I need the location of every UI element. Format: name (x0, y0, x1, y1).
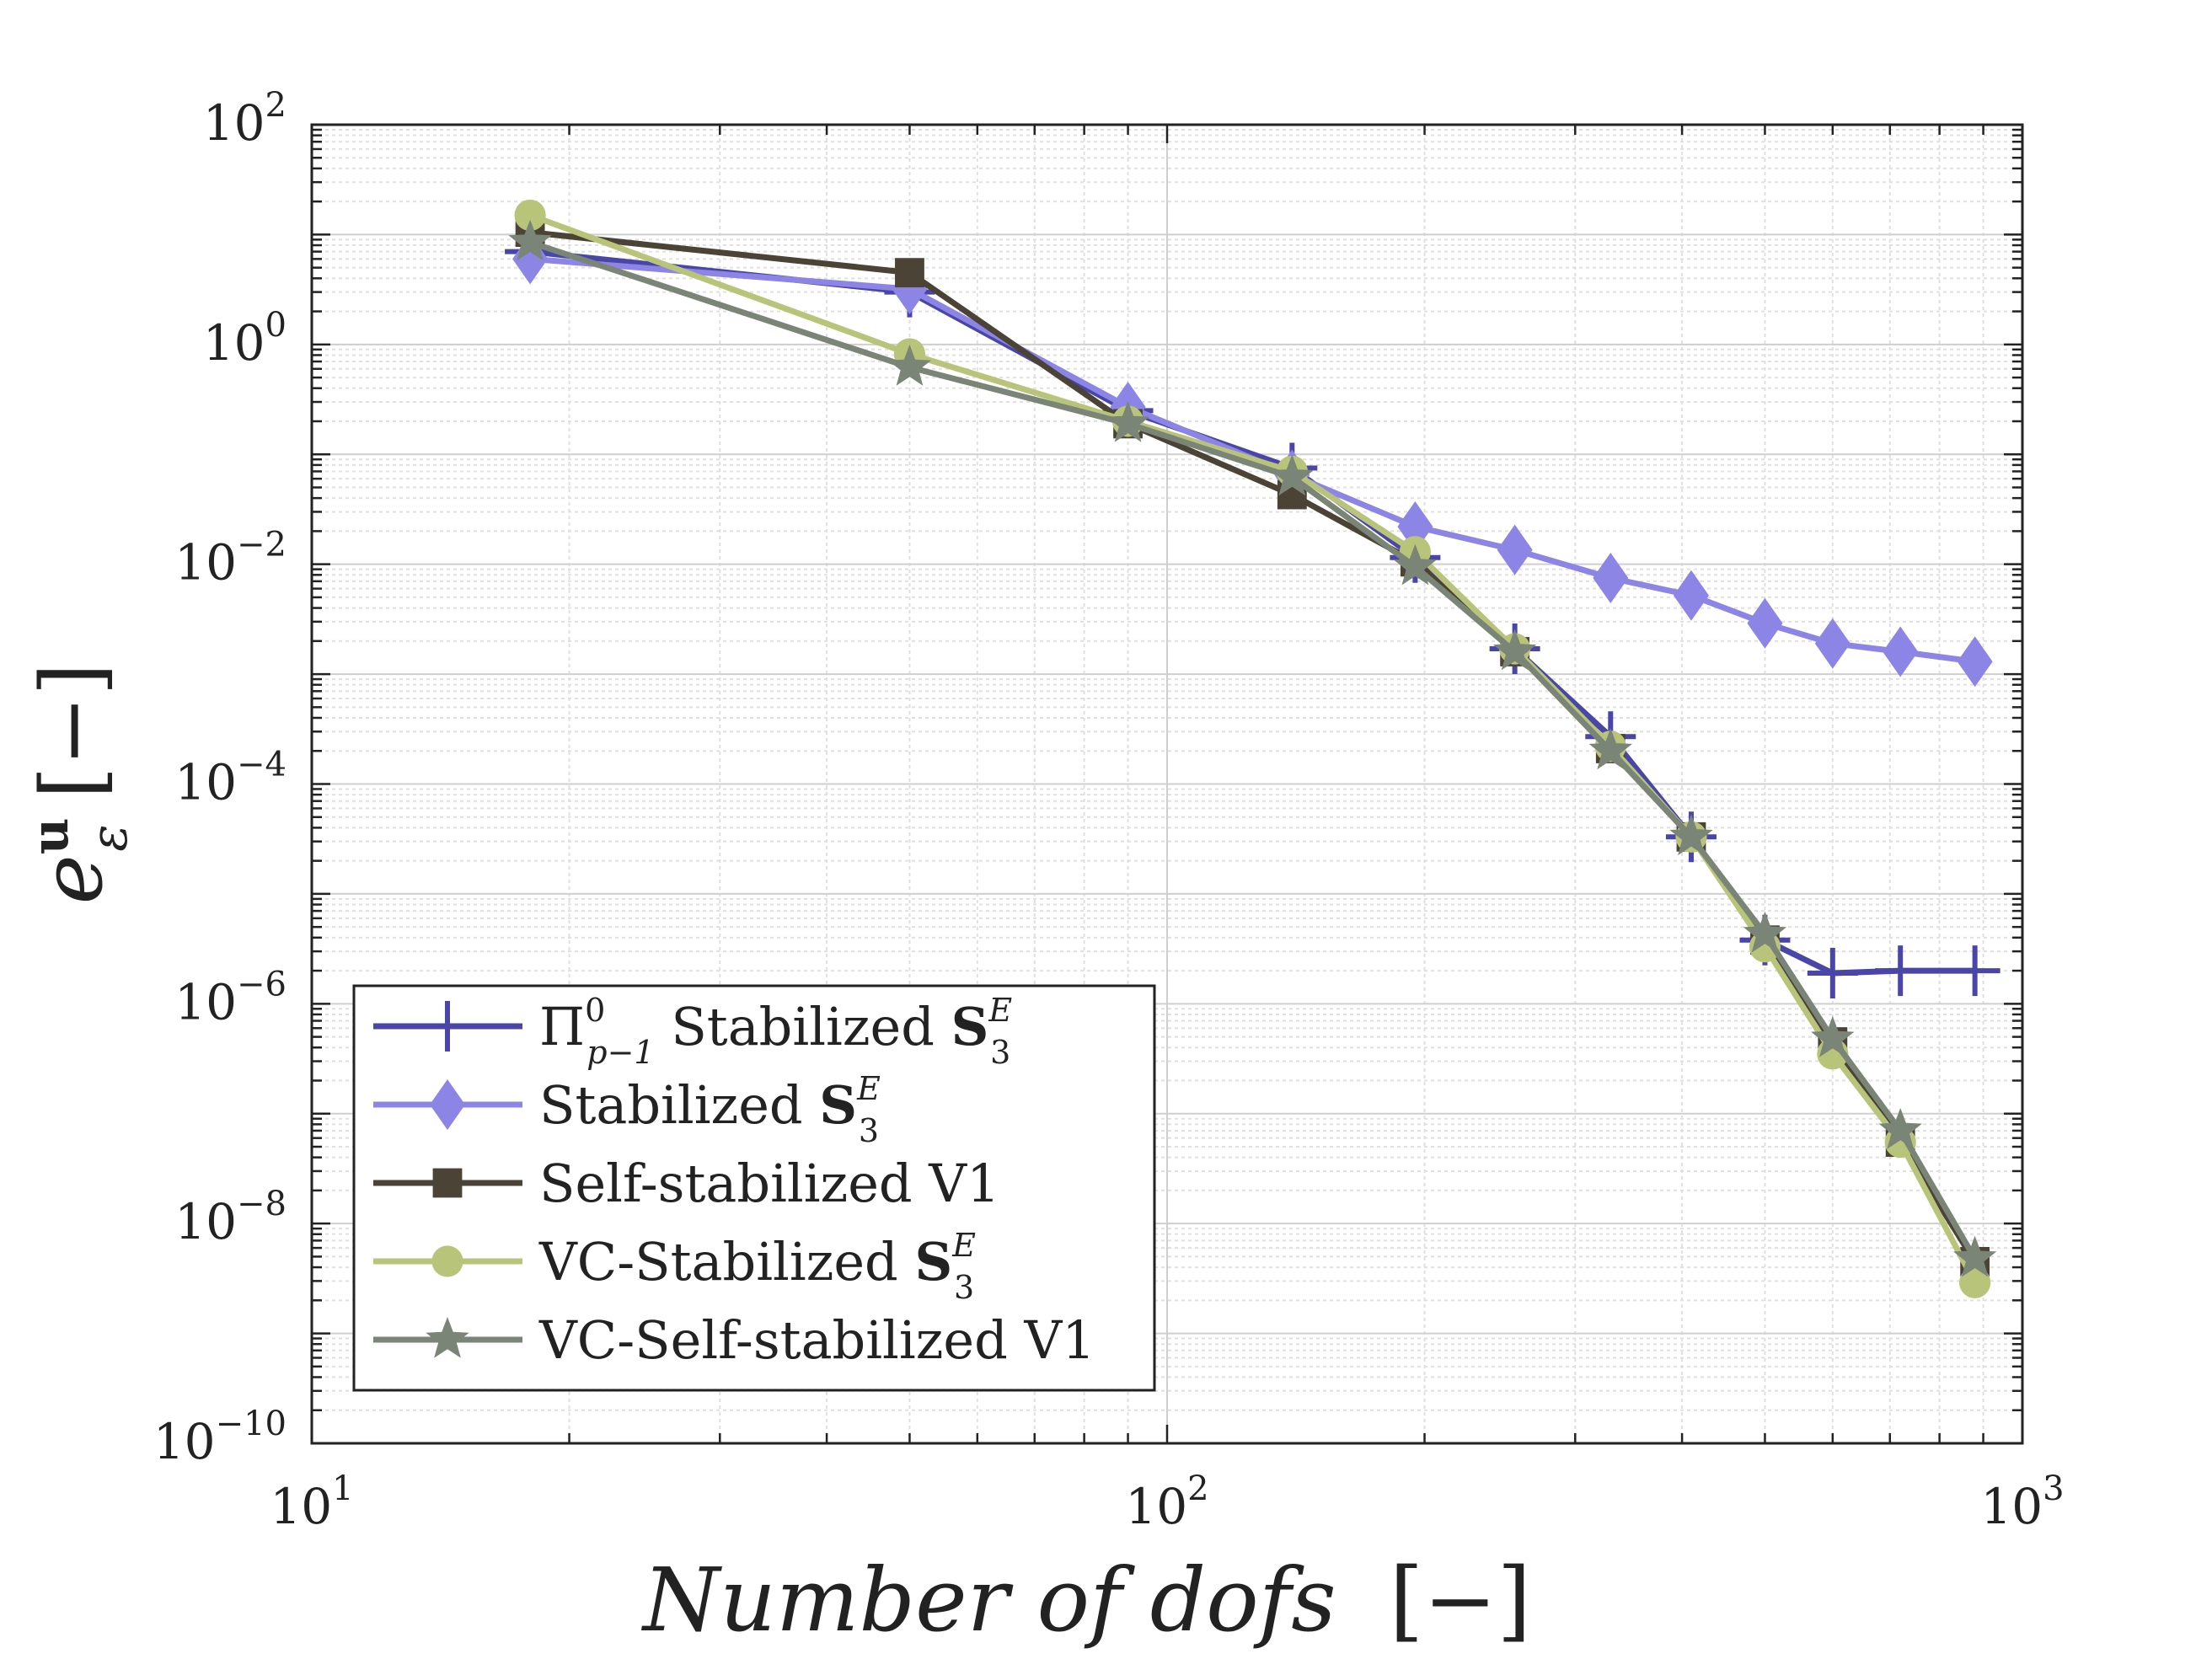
legend-item: Π0 p−1 Stabilized SE 3 (373, 992, 1012, 1071)
x-axis-title-unit: [−] (1390, 1549, 1531, 1651)
tick-labels: 101 102 103 102 100 10−2 10−4 10−6 10−8 10−10 (153, 86, 2065, 1535)
data-point-plus (1875, 945, 1926, 997)
data-point-star (1270, 454, 1314, 496)
data-point-star (426, 1317, 469, 1358)
data-point-star (1669, 814, 1713, 856)
legend-item: Self-stabilized V1 (373, 1153, 1000, 1214)
legend-label: VC-Self-stabilized V1 (538, 1309, 1095, 1371)
data-point-square (895, 258, 924, 288)
legend-label: Π0 p−1 Stabilized SE 3 (539, 992, 1012, 1071)
legend-label: Stabilized SE 3 (539, 1070, 881, 1149)
data-point-diamond (1593, 552, 1629, 603)
legend-item: Stabilized SE 3 (373, 1070, 881, 1149)
data-point-star (1811, 1015, 1855, 1057)
legend-item: VC-Self-stabilized V1 (373, 1309, 1095, 1371)
data-point-square (432, 1168, 463, 1198)
y-axis-subscript: ε (80, 824, 139, 851)
data-point-diamond (1814, 618, 1850, 669)
data-point-diamond (1747, 597, 1783, 649)
y-tick-label: 100 (203, 306, 287, 372)
y-axis-unit: [−] (23, 663, 121, 800)
y-axis-superscript: u (21, 818, 80, 855)
x-tick-label: 102 (1125, 1469, 1208, 1535)
y-tick-label: 10−8 (174, 1185, 287, 1250)
data-point-plus (1807, 947, 1858, 998)
data-point-diamond (1673, 570, 1709, 621)
series-5 (508, 219, 1997, 1277)
y-tick-label: 10−2 (174, 526, 287, 591)
data-point-plus (1949, 945, 2000, 997)
y-axis-symbol: e (23, 854, 121, 904)
data-point-diamond (1957, 636, 1993, 688)
series-layer (505, 199, 2000, 1298)
data-point-star (1393, 543, 1438, 586)
data-point-star (1106, 400, 1150, 442)
legend-box (352, 984, 1156, 1392)
y-tick-label: 102 (203, 86, 287, 152)
data-point-circle (1959, 1266, 1991, 1298)
y-tick-label: 10−10 (153, 1405, 287, 1470)
x-tick-label: 103 (1980, 1469, 2064, 1535)
y-axis-title: euε [−] (21, 663, 139, 905)
data-point-star (1588, 728, 1632, 770)
legend-label: VC-Stabilized SE 3 (538, 1227, 976, 1306)
data-point-star (1493, 629, 1537, 671)
data-point-circle (514, 199, 546, 232)
x-axis-title-main: Number of dofs (640, 1549, 1336, 1651)
y-tick-label: 10−6 (174, 965, 287, 1030)
data-point-star (508, 219, 552, 261)
data-point-diamond (1497, 524, 1533, 575)
data-point-plus (422, 1001, 473, 1052)
x-axis-title: Number of dofs [−] (640, 1549, 1531, 1651)
data-point-star (1743, 911, 1787, 953)
data-point-star (887, 344, 932, 386)
data-point-diamond (1883, 626, 1919, 677)
data-point-star (1878, 1108, 1922, 1149)
data-point-circle (431, 1245, 463, 1277)
svg-text:euε[−]: euε [−] (21, 663, 139, 905)
axis-ticks (310, 123, 2024, 1445)
y-tick-label: 10−4 (174, 746, 287, 811)
x-tick-label: 101 (270, 1469, 353, 1535)
legend-item: VC-Stabilized SE 3 (373, 1227, 976, 1306)
legend-label: Self-stabilized V1 (539, 1153, 1000, 1214)
data-point-star (1953, 1235, 1997, 1277)
data-point-diamond (430, 1079, 465, 1130)
